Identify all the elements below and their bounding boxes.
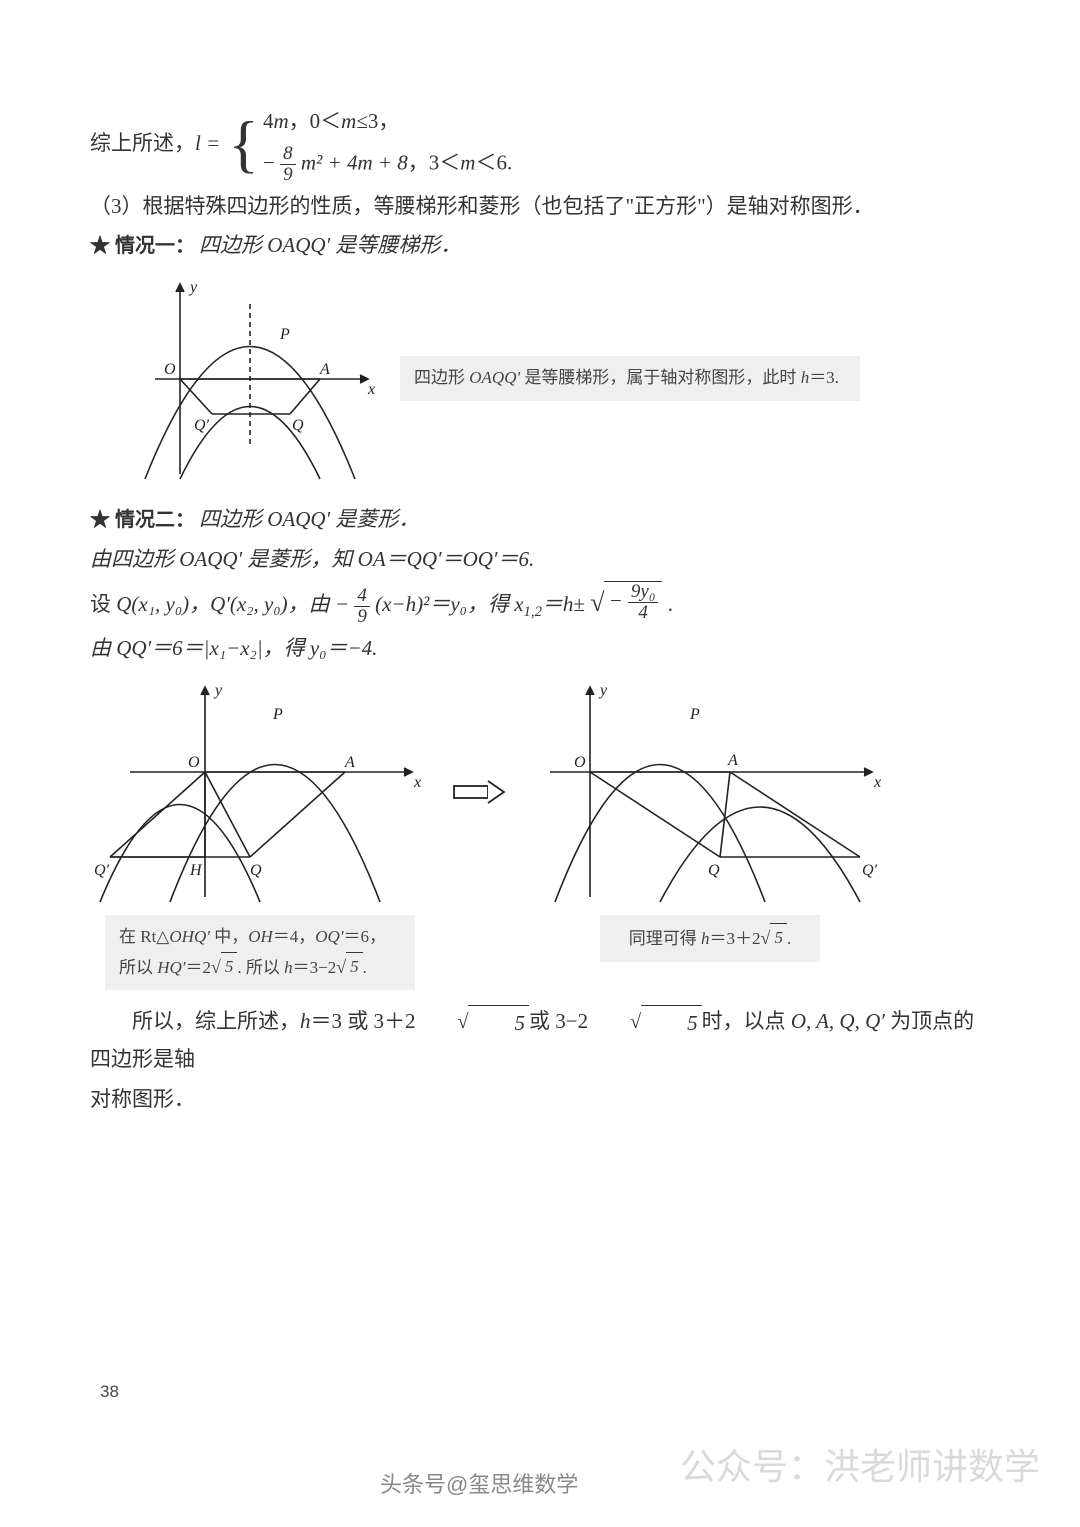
case2-heading: ★ 情况二：四边形 OAQQ′ 是菱形． (90, 502, 990, 538)
frac-8-9: 89 (280, 144, 296, 185)
brace-line-1: 4m，0＜m≤3， (263, 104, 512, 140)
figure-2-right-col: y x O A P Q Q′ 同理可得 h＝3＋2√5. (530, 677, 890, 962)
svg-text:A: A (727, 752, 738, 769)
svg-text:H: H (189, 862, 203, 879)
star-icon: ★ 情况二： (90, 509, 195, 531)
watermark-center: 头条号@玺思维数学 (380, 1466, 578, 1503)
case2-line1: 由四边形 OAQQ′ 是菱形，知 OA＝QQ′＝OQ′＝6. (90, 542, 990, 578)
part3-text: （3）根据特殊四边形的性质，等腰梯形和菱形（也包括了"正方形"）是轴对称图形． (90, 189, 990, 225)
summary-piecewise: 综上所述， l = { 4m，0＜m≤3， − 89 m² + 4m + 8，3… (90, 104, 990, 185)
svg-text:Q′: Q′ (94, 862, 110, 879)
case1-note-box: 四边形 OAQQ′ 是等腰梯形，属于轴对称图形，此时 h＝3. (400, 356, 860, 401)
page-container: 综上所述， l = { 4m，0＜m≤3， − 89 m² + 4m + 8，3… (0, 0, 1080, 1527)
star-icon: ★ 情况一： (90, 235, 195, 257)
svg-text:Q: Q (708, 862, 720, 879)
svg-text:O: O (574, 754, 586, 771)
arrow-icon (450, 777, 510, 807)
svg-text:P: P (272, 706, 283, 723)
figure-2-right-note: 同理可得 h＝3＋2√5. (600, 915, 820, 962)
svg-text:Q′: Q′ (194, 417, 210, 434)
case2-line3: 由 QQ′＝6＝|x₁−x₂|，得 y₀＝−4. (90, 631, 990, 667)
figure-1-graph: y x O A P Q Q′ (120, 274, 380, 484)
figure-2-left-graph: y x O A P Q Q′ H (90, 677, 430, 907)
svg-text:y: y (213, 682, 223, 699)
figure-1-row: y x O A P Q Q′ 四边形 OAQQ′ 是等腰梯形，属于轴对称图形，此… (120, 274, 990, 484)
case1-heading: ★ 情况一：四边形 OAQQ′ 是等腰梯形． (90, 228, 990, 264)
summary-var: l = (195, 126, 220, 162)
sqrt-expr: √ − 9y₀4 (590, 581, 662, 625)
figure-2-left-col: y x O A P Q Q′ H 在 Rt△OHQ′ 中，OH＝4，OQ′＝6，… (90, 677, 430, 991)
svg-text:P: P (279, 326, 290, 343)
svg-text:A: A (344, 754, 355, 771)
svg-text:y: y (188, 279, 198, 296)
figure-2-right-graph: y x O A P Q Q′ (530, 677, 890, 907)
frac-4-9: 49 (354, 586, 370, 627)
svg-text:O: O (188, 754, 200, 771)
figure-2-left-note: 在 Rt△OHQ′ 中，OH＝4，OQ′＝6， 所以 HQ′＝2√5. 所以 h… (105, 915, 415, 991)
svg-text:Q: Q (292, 417, 304, 434)
conclusion-line2: 对称图形． (90, 1082, 990, 1118)
brace-line-2: − 89 m² + 4m + 8，3＜m＜6. (263, 144, 512, 185)
svg-text:x: x (367, 381, 375, 398)
left-brace: { (228, 115, 259, 173)
page-number: 38 (100, 1378, 119, 1407)
svg-text:Q′: Q′ (862, 862, 878, 879)
svg-text:x: x (413, 774, 421, 791)
conclusion-line1: 所以，综上所述，h＝3 或 3＋2√5或 3−2√5时，以点 O, A, Q, … (90, 1004, 990, 1077)
svg-text:Q: Q (250, 862, 262, 879)
figure-2-row: y x O A P Q Q′ H 在 Rt△OHQ′ 中，OH＝4，OQ′＝6，… (90, 677, 990, 991)
svg-text:P: P (689, 706, 700, 723)
watermark-right: 公众号：洪老师讲数学 (680, 1436, 1040, 1497)
svg-text:A: A (319, 361, 330, 378)
summary-prefix: 综上所述， (90, 126, 195, 162)
brace-body: 4m，0＜m≤3， − 89 m² + 4m + 8，3＜m＜6. (263, 104, 512, 185)
case2-line2: 设 Q(x₁, y₀)，Q′(x₂, y₀)，由 − 49 (x−h)²＝y₀，… (90, 581, 990, 627)
svg-text:O: O (164, 361, 176, 378)
svg-text:y: y (598, 682, 608, 699)
svg-text:x: x (873, 774, 881, 791)
